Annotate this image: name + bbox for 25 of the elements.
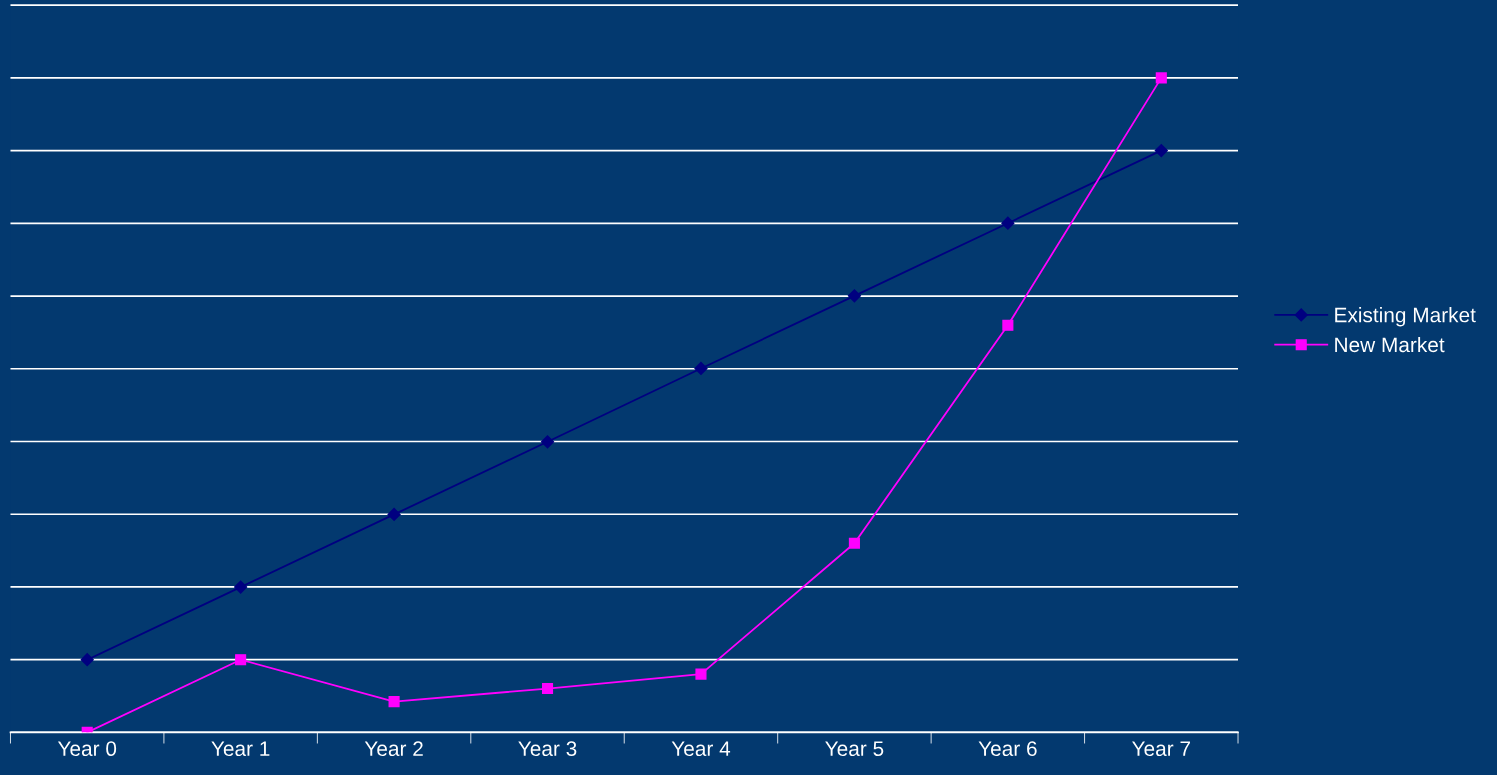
legend-label: Existing Market <box>1335 307 1476 327</box>
point <box>387 507 401 522</box>
point <box>1155 72 1167 84</box>
x-tick-label: Year 5 <box>825 741 884 757</box>
point <box>1001 216 1015 230</box>
point <box>694 361 708 376</box>
point <box>541 682 554 695</box>
x-tick-label: Year 0 <box>57 741 117 757</box>
point <box>848 537 860 549</box>
point <box>234 580 248 594</box>
point <box>80 653 94 667</box>
point <box>388 696 400 708</box>
point <box>695 668 707 680</box>
x-tick-label: Year 2 <box>364 741 423 757</box>
point <box>235 654 247 666</box>
legend-label: New Market <box>1335 336 1445 353</box>
point <box>1002 319 1014 331</box>
x-tick-label: Year 6 <box>978 741 1037 757</box>
point <box>540 435 555 449</box>
x-tick-label: Year 7 <box>1132 741 1190 757</box>
x-tick-label: Year 3 <box>518 741 577 757</box>
x-tick-label: Year 1 <box>211 741 270 757</box>
point <box>1154 143 1168 158</box>
point <box>847 289 862 303</box>
x-tick-label: Year 4 <box>671 741 731 757</box>
